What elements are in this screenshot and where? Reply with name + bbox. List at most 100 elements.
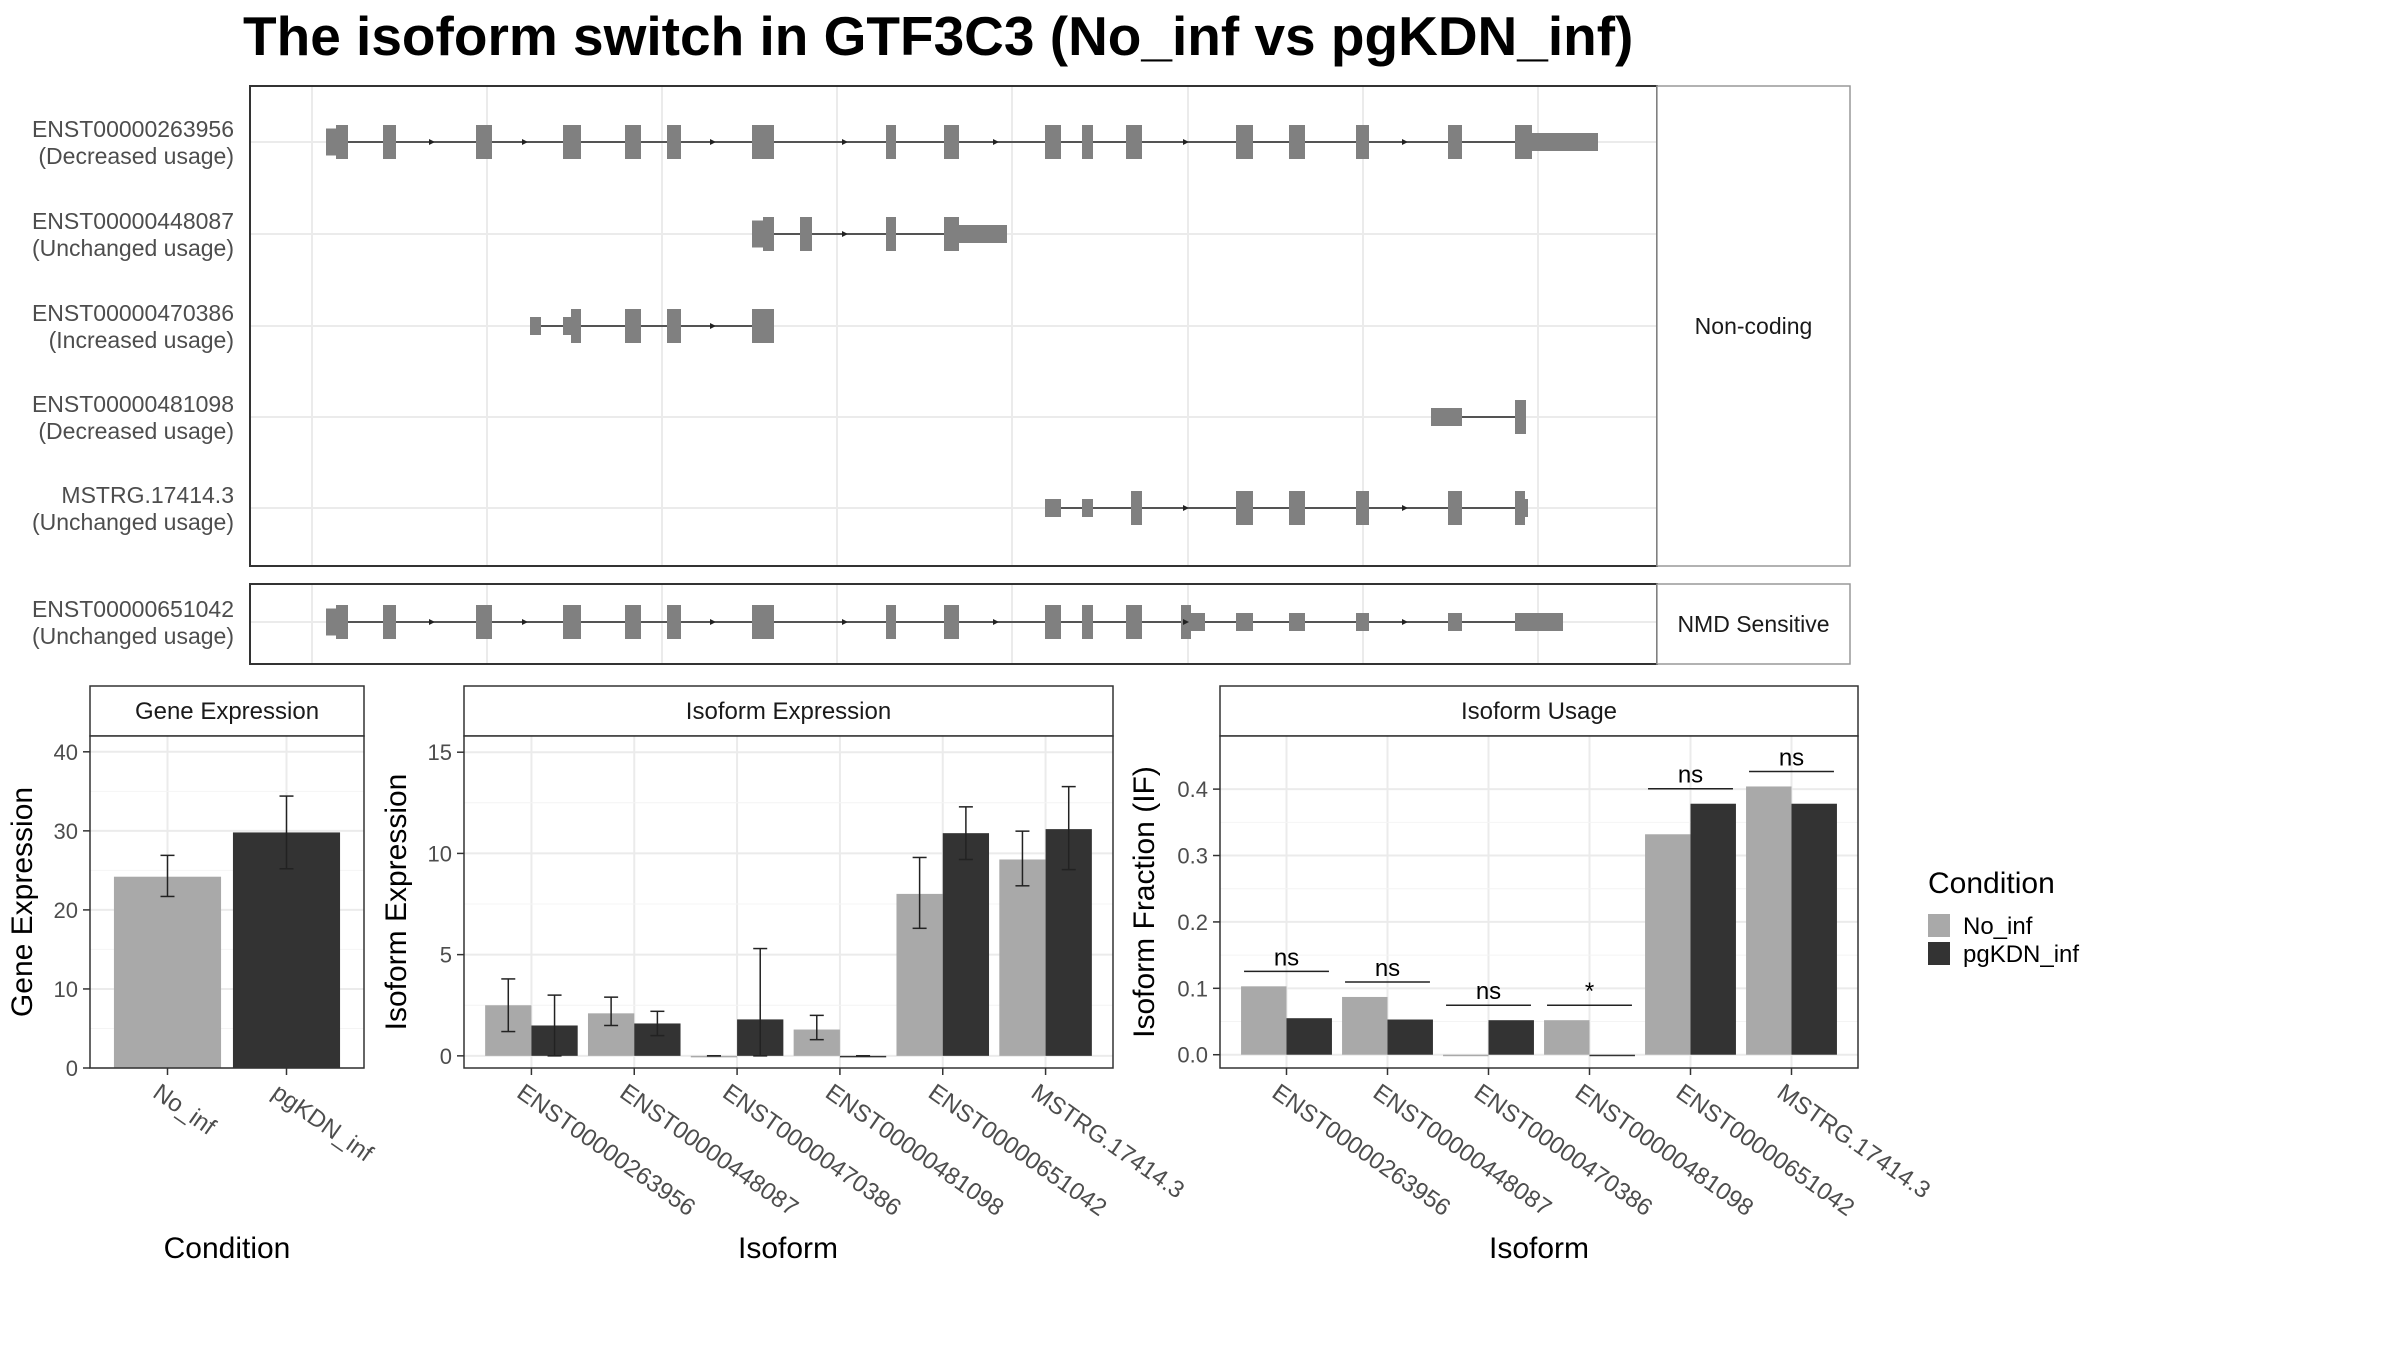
exon [1356, 613, 1369, 631]
x-tick-label: ENST00000263956 [512, 1079, 700, 1222]
exon [1448, 613, 1462, 631]
exon [1236, 613, 1253, 631]
transcript-id-label: MSTRG.17414.3 [61, 482, 234, 508]
figure-title: The isoform switch in GTF3C3 (No_inf vs … [243, 5, 1633, 67]
transcript-model [1045, 491, 1528, 525]
y-tick-label: 0.1 [1177, 976, 1208, 1001]
exon [752, 309, 774, 343]
exon [563, 125, 581, 159]
intron-direction-arrow [842, 231, 848, 237]
y-tick-label: 15 [428, 740, 452, 765]
x-tick-label: pgKDN_inf [267, 1079, 378, 1168]
exon [1289, 125, 1305, 159]
exon [944, 125, 959, 159]
transcript-status-label: (Increased usage) [49, 327, 234, 353]
exon [886, 605, 896, 639]
panel-strip [1219, 685, 1859, 737]
transcript-model [1431, 400, 1526, 434]
y-tick-label: 40 [54, 740, 78, 765]
exon [1236, 491, 1253, 525]
panel-strip-label: Isoform Usage [1461, 698, 1617, 725]
intron-direction-arrow [1402, 619, 1408, 625]
exon [1131, 491, 1142, 525]
exon [763, 217, 774, 251]
exon [1532, 133, 1598, 151]
y-tick-label: 0.4 [1177, 777, 1208, 802]
intron-direction-arrow [993, 139, 999, 145]
exon [1515, 400, 1526, 434]
transcript-model [326, 125, 1598, 159]
transcript-status-label: (Unchanged usage) [32, 623, 234, 649]
exon [886, 125, 896, 159]
bar [1241, 986, 1287, 1055]
bar [1645, 834, 1691, 1055]
transcript-status-label: (Decreased usage) [38, 418, 234, 444]
x-tick-label: ENST00000448087 [615, 1079, 803, 1222]
exon [752, 220, 763, 248]
exon [625, 125, 641, 159]
y-tick-label: 20 [54, 898, 78, 923]
y-tick-label: 0.3 [1177, 844, 1208, 869]
transcript-status-label: (Unchanged usage) [32, 509, 234, 535]
x-tick-label: No_inf [148, 1079, 221, 1141]
exon [383, 605, 396, 639]
panel-strip [463, 685, 1114, 737]
x-tick-label: ENST00000470386 [718, 1079, 906, 1222]
intron-direction-arrow [1402, 505, 1408, 511]
intron-direction-arrow [522, 139, 528, 145]
bar [1443, 1054, 1489, 1057]
bar [1690, 803, 1736, 1055]
bar [232, 832, 341, 1068]
plot-border [1219, 735, 1859, 1069]
exon [667, 125, 681, 159]
panel-strip-label: Isoform Expression [686, 698, 891, 725]
intron-direction-arrow [993, 619, 999, 625]
intron-direction-arrow [842, 619, 848, 625]
exon [1515, 613, 1563, 631]
exon [1515, 491, 1525, 525]
y-tick-label: 0 [440, 1044, 452, 1069]
exon [326, 608, 336, 636]
exon [1045, 499, 1061, 517]
exon [1126, 605, 1142, 639]
exon [336, 125, 348, 159]
x-tick-label: ENST00000481098 [820, 1079, 1008, 1222]
bar [1342, 996, 1388, 1055]
intron-direction-arrow [429, 619, 435, 625]
exon [886, 217, 896, 251]
exon [1082, 499, 1093, 517]
bar [1544, 1020, 1590, 1055]
exon [563, 605, 581, 639]
exon [383, 125, 396, 159]
x-tick-label: ENST00000448087 [1368, 1079, 1556, 1222]
y-tick-label: 0.0 [1177, 1043, 1208, 1068]
gene-expression-panel: Gene Expression 0 10 20 30 40 No_inf pgKDN_inf C… [6, 685, 378, 1265]
exon [625, 605, 641, 639]
intron-direction-arrow [842, 139, 848, 145]
x-tick-label: ENST00000651042 [1671, 1079, 1859, 1222]
legend-swatch-pgkdn-inf [1928, 942, 1950, 965]
exon [1356, 491, 1369, 525]
transcript-id-label: ENST00000263956 [32, 116, 234, 142]
bar [113, 876, 222, 1068]
significance-label: * [1585, 978, 1594, 1005]
y-tick-label: 5 [440, 943, 452, 968]
y-tick-label: 0 [66, 1056, 78, 1081]
x-axis-title: Isoform [1489, 1232, 1589, 1265]
transcript-model [530, 309, 774, 343]
exon [1289, 613, 1305, 631]
exon [944, 605, 959, 639]
bar [1286, 1018, 1332, 1055]
x-tick-label: ENST00000481098 [1570, 1079, 1758, 1222]
facet-strip [1656, 583, 1851, 665]
intron-direction-arrow [522, 619, 528, 625]
exon [326, 128, 336, 156]
exon [336, 605, 348, 639]
bar [1791, 803, 1837, 1055]
significance-label: ns [1779, 744, 1804, 771]
legend-label-no-inf: No_inf [1963, 913, 2033, 940]
exon [476, 605, 492, 639]
intron-direction-arrow [1183, 505, 1189, 511]
y-tick-label: 10 [428, 841, 452, 866]
bar [1387, 1019, 1433, 1055]
